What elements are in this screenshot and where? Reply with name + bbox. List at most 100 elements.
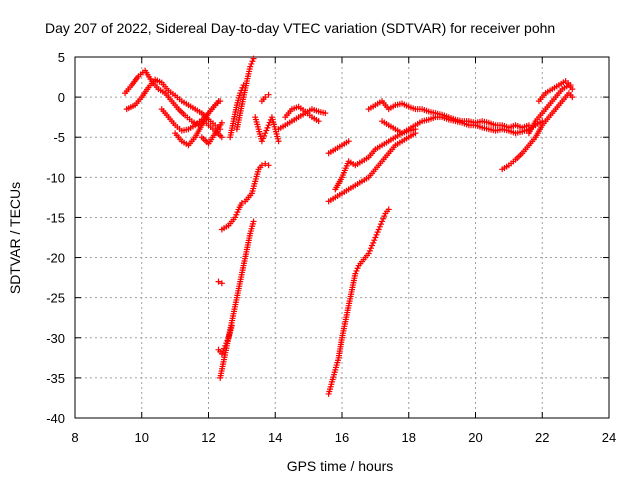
data-point — [223, 340, 230, 347]
data-point — [262, 130, 269, 137]
y-axis-label: SDTVAR / TECUs — [7, 182, 23, 294]
series-22 — [525, 82, 576, 137]
data-point — [376, 223, 383, 230]
data-point — [232, 214, 239, 221]
data-point — [240, 82, 247, 89]
data-point — [233, 211, 240, 218]
data-point — [263, 127, 270, 134]
data-point — [248, 60, 255, 67]
data-point — [234, 209, 241, 216]
data-point — [380, 215, 387, 222]
data-point — [250, 218, 257, 225]
data-point — [218, 119, 225, 126]
data-point — [366, 247, 373, 254]
data-point — [265, 91, 272, 98]
x-tick-label: 8 — [71, 430, 78, 445]
data-point — [261, 132, 268, 139]
data-point — [365, 250, 372, 257]
series-5 — [233, 55, 257, 133]
data-point — [218, 280, 225, 287]
x-tick-label: 14 — [268, 430, 282, 445]
series-4 — [172, 98, 224, 149]
data-point — [322, 110, 329, 117]
data-point — [275, 138, 282, 145]
data-point — [249, 58, 256, 65]
data-point — [264, 124, 271, 131]
data-point — [218, 350, 225, 357]
series-11 — [218, 160, 272, 233]
data-point — [262, 94, 269, 101]
data-point — [265, 122, 272, 129]
y-tick-label: -30 — [46, 331, 65, 346]
data-point — [379, 218, 386, 225]
x-tick-label: 10 — [135, 430, 149, 445]
data-point — [371, 237, 378, 244]
data-point — [221, 345, 228, 352]
data-point — [238, 200, 245, 207]
series-6 — [227, 82, 247, 141]
data-point — [569, 86, 576, 93]
series-9 — [282, 103, 322, 125]
data-point — [222, 342, 229, 349]
data-point — [372, 234, 379, 241]
plot-frame — [74, 56, 610, 419]
y-tick-label: 5 — [58, 50, 65, 65]
series-8 — [275, 106, 329, 133]
data-point — [385, 206, 392, 213]
data-point — [370, 239, 377, 246]
data-point — [237, 90, 244, 97]
data-point — [345, 138, 352, 145]
y-tick-label: -15 — [46, 210, 65, 225]
series-14 — [215, 278, 225, 287]
data-point — [260, 135, 267, 142]
data-point — [258, 138, 265, 145]
data-point — [215, 278, 222, 285]
x-tick-label: 12 — [201, 430, 215, 445]
data-point — [218, 134, 225, 141]
x-tick-label: 18 — [402, 430, 416, 445]
series-2 — [158, 106, 225, 141]
data-point — [239, 84, 246, 91]
data-point — [369, 242, 376, 249]
y-tick-label: -5 — [53, 130, 65, 145]
series-21 — [499, 90, 576, 173]
data-point — [228, 322, 235, 329]
data-point — [353, 267, 360, 274]
data-point — [250, 55, 257, 62]
x-tick-label: 20 — [468, 430, 482, 445]
x-tick-label: 16 — [335, 430, 349, 445]
x-tick-label: 22 — [535, 430, 549, 445]
chart-title: Day 207 of 2022, Sidereal Day-to-day VTE… — [45, 20, 555, 36]
data-point — [354, 265, 361, 272]
x-axis-ticks: 8 10 12 14 16 18 20 22 24 — [71, 57, 616, 445]
data-point — [352, 270, 359, 277]
y-tick-label: -40 — [46, 411, 65, 426]
series-13 — [215, 322, 235, 357]
data-point — [567, 82, 574, 89]
data-point — [375, 226, 382, 233]
y-tick-label: -25 — [46, 291, 65, 306]
data-point — [315, 118, 322, 125]
data-point — [265, 162, 272, 169]
data-point — [367, 245, 374, 252]
data-point — [377, 221, 384, 228]
data-point — [258, 162, 265, 169]
data-point — [238, 87, 245, 94]
grid — [75, 57, 609, 418]
data-point — [569, 94, 576, 101]
series-12 — [217, 218, 257, 381]
y-tick-label: -35 — [46, 371, 65, 386]
data-point — [381, 213, 388, 220]
data-point — [373, 231, 380, 238]
series-17 — [332, 126, 419, 193]
data-point — [262, 160, 269, 167]
data-point — [224, 337, 231, 344]
y-tick-label: -10 — [46, 170, 65, 185]
series-15 — [325, 206, 392, 397]
series-16 — [325, 130, 419, 205]
y-tick-label: -20 — [46, 251, 65, 266]
x-axis-label: GPS time / hours — [287, 458, 394, 474]
data-point — [247, 63, 254, 70]
series-7 — [252, 114, 282, 145]
